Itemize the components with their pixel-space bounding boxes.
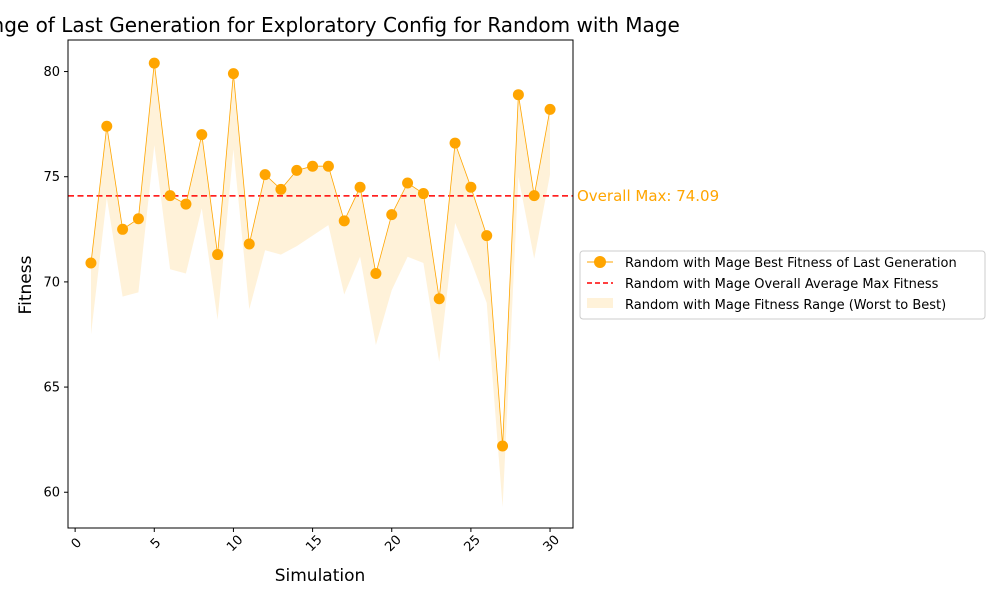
data-point-22 — [417, 188, 429, 200]
data-point-26 — [481, 230, 493, 242]
overall-max-annotation: Overall Max: 74.09 — [577, 187, 719, 205]
data-point-21 — [402, 177, 414, 189]
ticks: 0 5 10 15 20 25 30 60 65 70 75 80 — [43, 65, 563, 555]
data-point-17 — [338, 215, 350, 227]
x-axis-title: Simulation — [275, 566, 366, 586]
y-tick-label-75: 75 — [43, 170, 60, 185]
data-point-11 — [243, 238, 255, 250]
legend: Random with Mage Best Fitness of Last Ge… — [579, 250, 986, 320]
data-point-30 — [544, 103, 556, 115]
data-point-7 — [180, 198, 192, 210]
data-point-4 — [132, 213, 144, 225]
data-point-2 — [101, 120, 113, 132]
data-point-18 — [354, 181, 366, 193]
legend-label-range: Random with Mage Fitness Range (Worst to… — [625, 298, 946, 313]
data-point-24 — [449, 137, 461, 149]
x-tick-label-20: 20 — [382, 533, 404, 555]
x-tick-label-25: 25 — [462, 533, 484, 555]
x-tick-label-15: 15 — [303, 533, 325, 555]
data-point-25 — [465, 181, 477, 193]
data-point-28 — [512, 89, 524, 101]
data-point-9 — [212, 249, 224, 261]
x-tick-label-5: 5 — [148, 536, 164, 552]
y-tick-label-65: 65 — [43, 381, 60, 396]
data-point-15 — [307, 160, 319, 172]
data-point-23 — [433, 293, 445, 305]
data-point-6 — [164, 190, 176, 202]
data-point-10 — [227, 68, 239, 80]
data-point-1 — [85, 257, 97, 269]
best-fitness-line — [90, 63, 551, 447]
data-point-3 — [117, 223, 129, 235]
data-point-19 — [370, 267, 382, 279]
y-axis-title: Fitness — [16, 255, 36, 314]
legend-marker-swatch — [594, 256, 606, 268]
plot-frame — [67, 39, 574, 529]
data-point-27 — [497, 440, 509, 452]
y-tick-label-70: 70 — [43, 275, 60, 290]
data-point-5 — [148, 57, 160, 69]
data-point-14 — [291, 164, 303, 176]
y-tick-label-80: 80 — [43, 65, 60, 80]
data-point-13 — [275, 183, 287, 195]
fitness-range-band-layer — [91, 63, 550, 507]
data-point-29 — [528, 190, 540, 202]
data-point-8 — [196, 129, 208, 141]
x-tick-label-10: 10 — [224, 533, 246, 555]
fitness-range-band — [91, 63, 550, 507]
y-tick-label-60: 60 — [43, 486, 60, 501]
legend-band-swatch — [587, 298, 613, 308]
data-point-20 — [386, 209, 398, 221]
legend-label-best: Random with Mage Best Fitness of Last Ge… — [625, 256, 957, 271]
data-point-16 — [322, 160, 334, 172]
best-fitness-series-layer — [85, 57, 556, 452]
x-tick-label-0: 0 — [69, 536, 85, 552]
legend-label-average: Random with Mage Overall Average Max Fit… — [625, 277, 939, 292]
legend-box — [579, 250, 986, 320]
axes — [67, 39, 574, 529]
x-tick-label-30: 30 — [541, 533, 563, 555]
chart-title: Fitness Range of Last Generation for Exp… — [0, 13, 680, 37]
data-point-12 — [259, 169, 271, 181]
